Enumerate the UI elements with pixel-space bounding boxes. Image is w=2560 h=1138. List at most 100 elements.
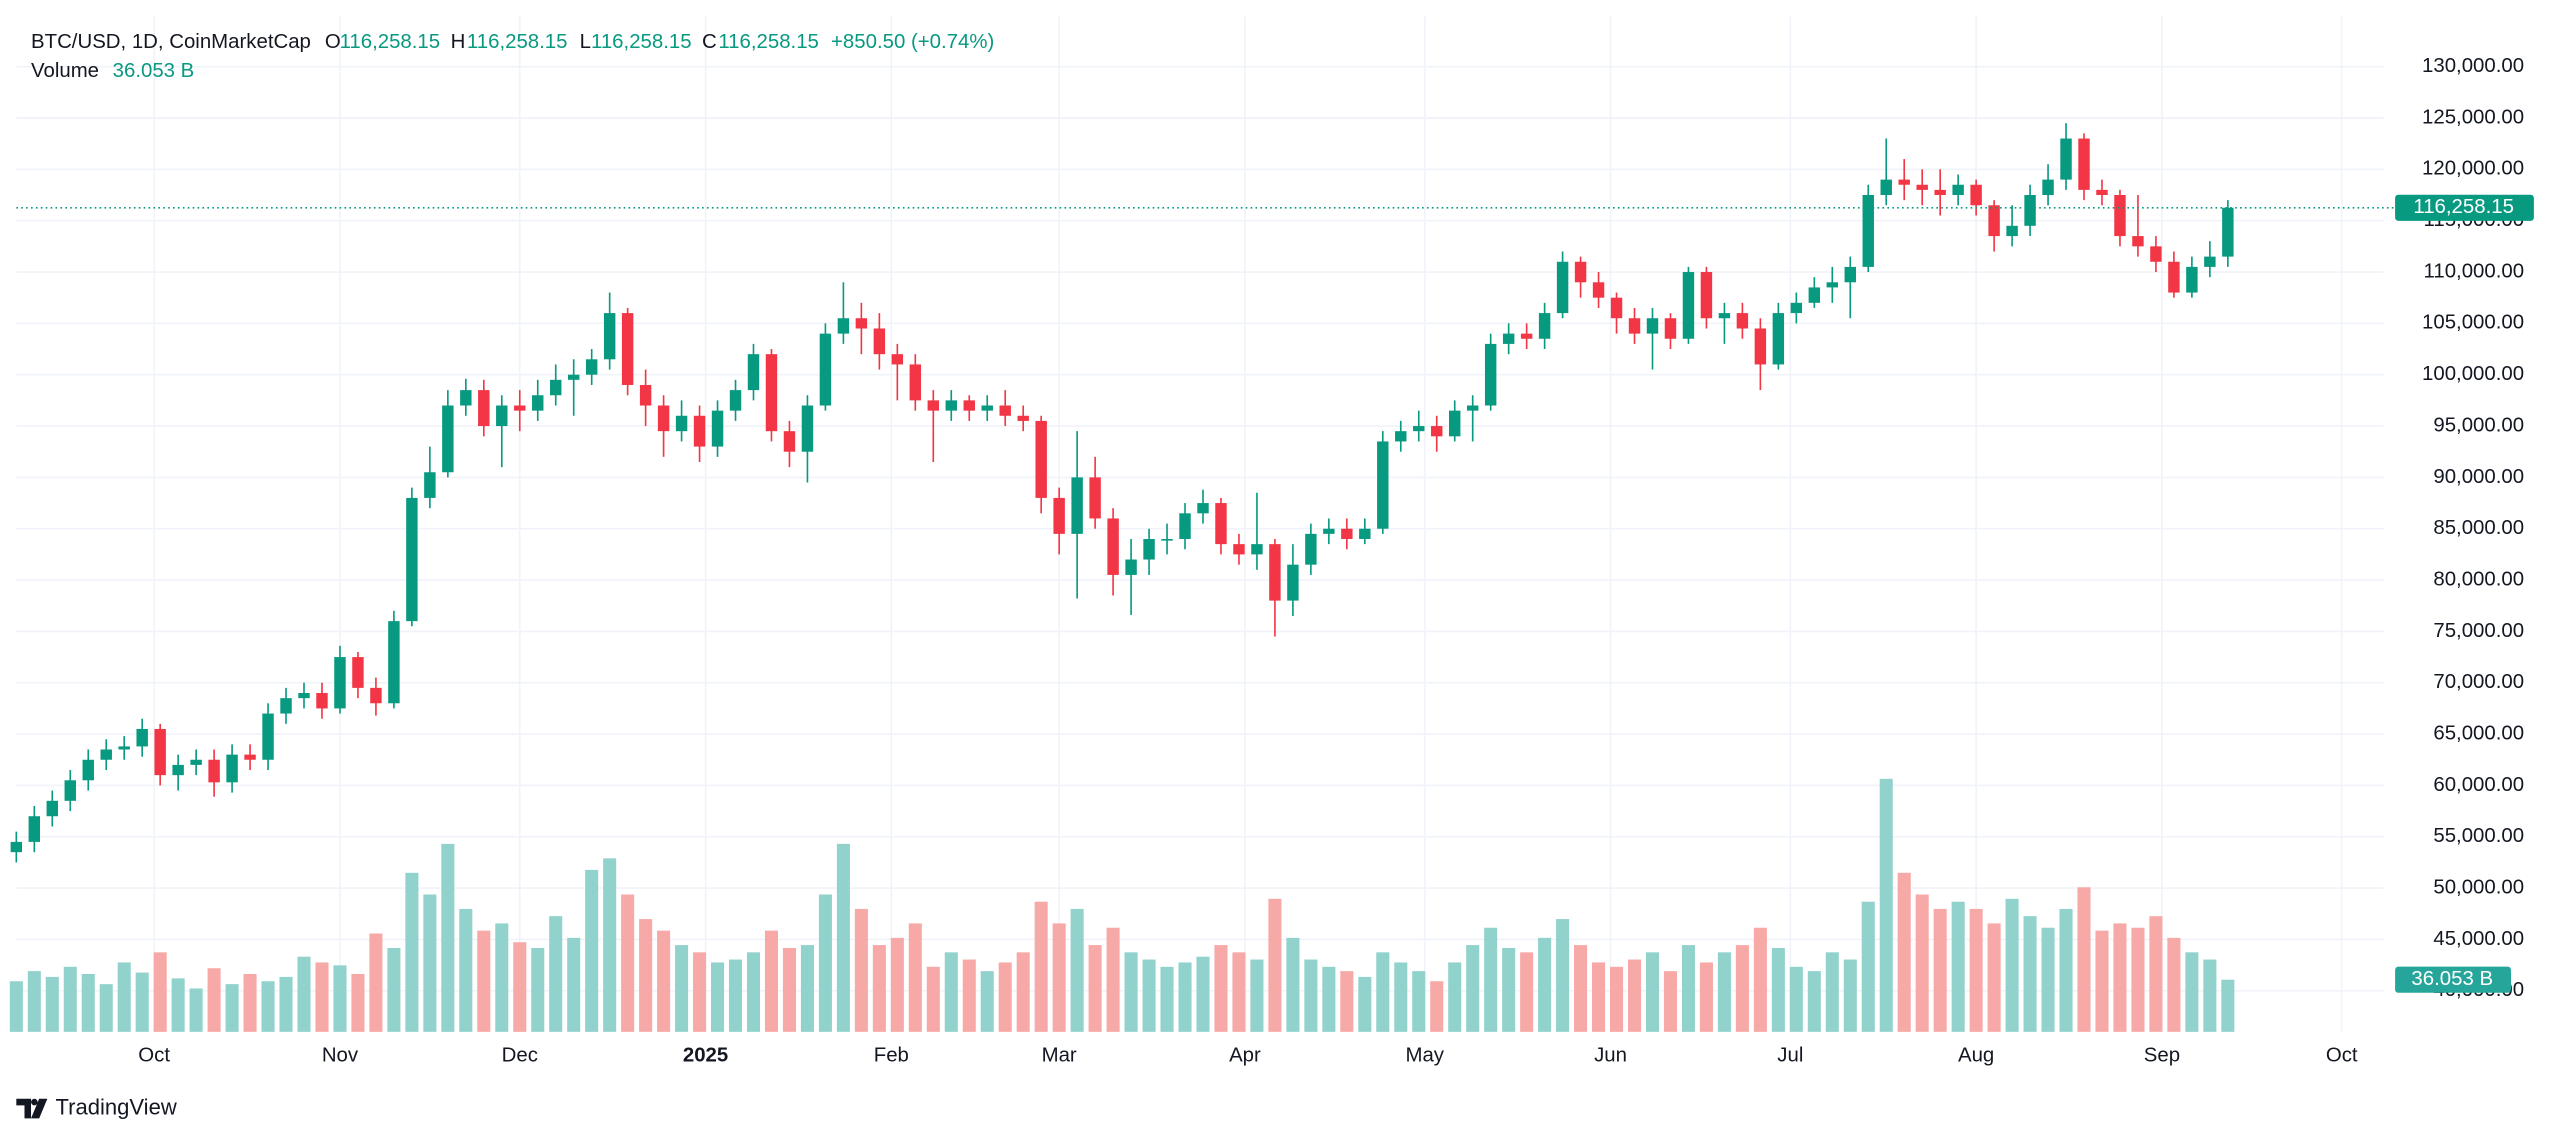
y-tick-label: 120,000.00 bbox=[2422, 158, 2524, 180]
volume-bar bbox=[171, 978, 185, 1032]
volume-bar bbox=[1340, 971, 1354, 1032]
candle-body bbox=[585, 359, 598, 375]
volume-bar bbox=[1412, 971, 1426, 1032]
volume-bar bbox=[621, 894, 635, 1032]
candle-body bbox=[1215, 503, 1227, 545]
volume-bar bbox=[1016, 952, 1030, 1032]
candle-body bbox=[46, 800, 59, 817]
candle-body bbox=[82, 759, 94, 781]
volume-bar bbox=[585, 869, 599, 1032]
volume-bar bbox=[477, 930, 491, 1032]
volume-bar bbox=[297, 956, 311, 1032]
volume-bar bbox=[1502, 947, 1516, 1032]
candle-body bbox=[1197, 503, 1209, 514]
candle-body bbox=[442, 405, 454, 473]
volume-bar bbox=[2185, 952, 2199, 1032]
volume-bar bbox=[531, 947, 545, 1032]
volume-bar bbox=[1196, 956, 1210, 1032]
candles bbox=[10, 123, 2234, 863]
y-tick-label: 90,000.00 bbox=[2433, 466, 2524, 488]
y-tick-label: 70,000.00 bbox=[2433, 671, 2524, 693]
candle-body bbox=[1970, 184, 1982, 206]
open-value: 116,258.15 bbox=[340, 31, 441, 53]
low-key: L bbox=[580, 31, 591, 53]
y-tick-label: 55,000.00 bbox=[2433, 825, 2524, 847]
candle-body bbox=[567, 374, 580, 380]
candle-body bbox=[1808, 287, 1821, 303]
volume-bar bbox=[1825, 952, 1839, 1032]
last-price-label: 116,258.15 bbox=[2413, 196, 2514, 218]
volume-bar bbox=[1052, 923, 1066, 1032]
volume-bar bbox=[1789, 966, 1803, 1032]
candle-body bbox=[1826, 282, 1839, 288]
volume-bar bbox=[189, 988, 203, 1032]
candle-body bbox=[532, 395, 544, 411]
volume-bar bbox=[549, 916, 563, 1032]
volume-bar bbox=[261, 981, 275, 1032]
x-tick-label: Jul bbox=[1777, 1045, 1803, 1067]
volume-bar bbox=[675, 945, 689, 1032]
volume-bar bbox=[639, 919, 653, 1032]
candle-body bbox=[1233, 544, 1245, 555]
volume-bar bbox=[495, 923, 509, 1032]
volume-bar bbox=[1070, 908, 1084, 1032]
x-tick-label: Aug bbox=[1958, 1045, 1994, 1067]
candle-body bbox=[1377, 441, 1389, 529]
volume-bar bbox=[1717, 952, 1731, 1032]
candle-body bbox=[765, 354, 778, 432]
y-tick-label: 110,000.00 bbox=[2424, 260, 2525, 282]
candle-body bbox=[100, 749, 112, 760]
candle-body bbox=[909, 364, 922, 401]
volume-bar bbox=[9, 981, 23, 1032]
candle-body bbox=[1610, 297, 1623, 319]
volume-bar bbox=[1735, 945, 1749, 1032]
candle-body bbox=[729, 390, 742, 411]
candle-body bbox=[1898, 179, 1910, 185]
y-tick-label: 100,000.00 bbox=[2422, 363, 2524, 385]
volume-bar bbox=[836, 843, 850, 1032]
candle-body bbox=[1287, 564, 1299, 601]
candle-body bbox=[2186, 266, 2198, 293]
brand: TradingView bbox=[16, 1094, 177, 1119]
candle-body bbox=[136, 728, 148, 747]
candle-body bbox=[10, 841, 23, 853]
volume-bar bbox=[2113, 923, 2127, 1032]
candle-body bbox=[1646, 318, 1659, 334]
volume-bar bbox=[63, 966, 77, 1032]
volume-bar bbox=[2167, 937, 2181, 1032]
x-tick-label: Apr bbox=[1229, 1045, 1261, 1067]
candle-body bbox=[1089, 477, 1101, 519]
volume-bar bbox=[1376, 952, 1390, 1032]
candle-body bbox=[388, 621, 400, 704]
high-key: H bbox=[451, 31, 466, 53]
symbol: BTC/USD, 1D, CoinMarketCap bbox=[31, 31, 311, 53]
volume-bar bbox=[2095, 930, 2109, 1032]
volume-bar bbox=[1592, 962, 1606, 1032]
volume-bar bbox=[1286, 937, 1300, 1032]
volume-bar bbox=[1178, 962, 1192, 1032]
candle-body bbox=[1305, 533, 1317, 565]
volume-bar bbox=[333, 965, 347, 1032]
x-tick-label: 2025 bbox=[683, 1045, 728, 1067]
candle-body bbox=[190, 759, 202, 765]
y-tick-label: 80,000.00 bbox=[2433, 568, 2524, 590]
volume-bar bbox=[1160, 966, 1174, 1032]
candle-body bbox=[675, 415, 688, 432]
volume-bar bbox=[1484, 927, 1498, 1032]
volume-bar bbox=[818, 894, 832, 1032]
volume-bar bbox=[351, 974, 365, 1032]
candle-body bbox=[370, 687, 382, 704]
candle-body bbox=[1592, 282, 1605, 298]
y-tick-label: 65,000.00 bbox=[2433, 722, 2524, 744]
volume-bar bbox=[1088, 945, 1102, 1032]
volume-bar bbox=[1807, 971, 1821, 1032]
candle-body bbox=[1772, 313, 1785, 365]
volume-bar bbox=[243, 974, 257, 1032]
x-tick-label: Dec bbox=[502, 1045, 538, 1067]
candle-body bbox=[2096, 189, 2108, 196]
y-tick-label: 130,000.00 bbox=[2422, 55, 2524, 77]
candle-body bbox=[1269, 544, 1281, 601]
candle-body bbox=[496, 405, 508, 427]
candle-body bbox=[64, 780, 76, 801]
